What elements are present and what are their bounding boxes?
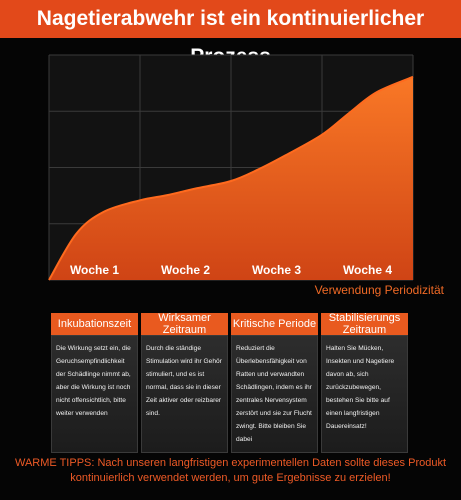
chart-title: Nagetierabwehr ist ein kontinuierlicher …	[0, 0, 461, 68]
card-text: Halten Sie Mücken, Insekten und Nagetier…	[321, 335, 408, 453]
card-text: Reduziert die Überlebensfähigkeit von Ra…	[231, 335, 318, 453]
card-text: Durch die ständige Stimulation wird ihr …	[141, 335, 228, 453]
x-tick-label: Woche 1	[70, 263, 119, 277]
card-title: Inkubationszeit	[51, 313, 138, 335]
card-kritische-periode: Kritische Periode Reduziert die Überlebe…	[231, 313, 318, 453]
card-text: Die Wirkung setzt ein, die Geruchsempfin…	[51, 335, 138, 453]
card-title: Kritische Periode	[231, 313, 318, 335]
card-wirksamer-zeitraum: Wirksamer Zeitraum Durch die ständige St…	[141, 312, 228, 453]
series-line	[48, 75, 414, 281]
card-stabilisierungs-zeitraum: Stabilisierungs Zeitraum Halten Sie Mück…	[321, 312, 408, 453]
area-fill	[49, 76, 413, 280]
x-tick-label: Woche 2	[161, 263, 210, 277]
warm-tips-text: WARME TIPPS: Nach unseren langfristigen …	[14, 457, 447, 484]
chart-plot: Woche 1 Woche 2 Woche 3 Woche 4	[48, 54, 414, 281]
x-axis-label: Verwendung Periodizität	[314, 283, 444, 297]
x-tick-label: Woche 4	[343, 263, 392, 277]
card-title: Wirksamer Zeitraum	[141, 312, 228, 336]
card-inkubationszeit: Inkubationszeit Die Wirkung setzt ein, d…	[51, 313, 138, 453]
x-tick-label: Woche 3	[252, 263, 301, 277]
card-title: Stabilisierungs Zeitraum	[321, 312, 408, 336]
